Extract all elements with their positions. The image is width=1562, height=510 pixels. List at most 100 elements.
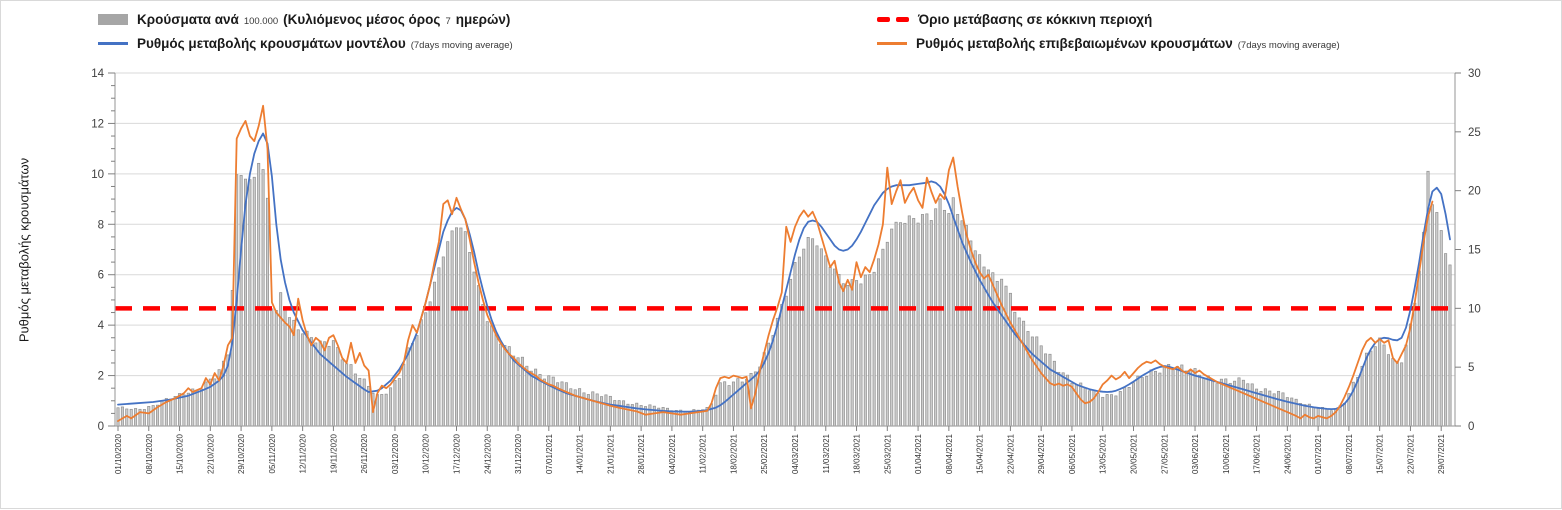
bar <box>797 256 801 427</box>
bar <box>1171 369 1175 427</box>
bar <box>1369 350 1373 427</box>
bar <box>714 394 718 427</box>
bar <box>498 343 502 427</box>
bar <box>1088 390 1092 427</box>
bar <box>1118 391 1122 427</box>
bar <box>811 238 815 427</box>
bar <box>1422 231 1426 427</box>
bar <box>1127 387 1131 427</box>
bar <box>389 387 393 427</box>
x-tick-label: 22/07/2021 <box>1406 433 1415 474</box>
bar <box>116 407 120 427</box>
confirmed-line-path <box>117 104 1434 422</box>
bar <box>494 333 498 427</box>
bar <box>411 343 415 427</box>
bar <box>1360 365 1364 427</box>
x-tick-label: 20/05/2021 <box>1129 433 1138 474</box>
bar <box>446 241 450 427</box>
bar <box>349 364 353 427</box>
bar <box>1448 264 1452 427</box>
bar <box>828 266 832 427</box>
bar <box>393 380 397 427</box>
x-tick-label: 11/02/2021 <box>699 433 708 473</box>
bar <box>296 329 300 427</box>
x-tick-label: 05/11/2020 <box>268 433 277 473</box>
bar <box>529 370 533 427</box>
bar <box>314 342 318 427</box>
bar <box>397 378 401 427</box>
legend-text: 100.000 <box>243 15 279 27</box>
bar <box>345 363 349 427</box>
x-tick-label: 29/04/2021 <box>1037 433 1046 474</box>
bar <box>1022 320 1026 427</box>
bar <box>265 197 269 427</box>
x-tick-label: 08/07/2021 <box>1345 433 1354 474</box>
bar <box>270 308 274 427</box>
bar <box>481 304 485 427</box>
legend-text: 7 <box>445 15 451 27</box>
bar <box>485 321 489 427</box>
bar <box>793 262 797 427</box>
bar <box>995 281 999 427</box>
bar <box>1417 270 1421 427</box>
bar <box>362 378 366 427</box>
bar <box>622 400 626 427</box>
bar <box>1391 358 1395 427</box>
bars-swatch-icon <box>98 13 128 25</box>
y-right-tick-label: 25 <box>1468 127 1481 139</box>
x-tick-label: 15/10/2020 <box>176 433 185 474</box>
x-tick-label: 04/03/2021 <box>791 433 800 474</box>
bar <box>736 378 740 427</box>
bar <box>450 230 454 427</box>
bar <box>424 312 428 427</box>
bar <box>1259 391 1263 427</box>
bar <box>1219 378 1223 427</box>
bar <box>916 222 920 427</box>
bar <box>323 341 327 427</box>
bar <box>257 162 261 427</box>
bar <box>1193 368 1197 427</box>
bar <box>252 176 256 427</box>
bar <box>1241 379 1245 427</box>
bar <box>679 409 683 427</box>
bar <box>287 317 291 427</box>
y-right-tick-label: 5 <box>1468 362 1474 374</box>
bar <box>441 256 445 427</box>
legend-left-column: Κρούσματα ανά 100.000 (Κυλιόμενος μέσος … <box>98 7 513 55</box>
bar <box>872 271 876 427</box>
bar <box>1373 346 1377 427</box>
bar <box>833 268 837 427</box>
bar <box>182 394 186 427</box>
bar <box>1066 374 1070 427</box>
bar <box>186 392 190 427</box>
legend-label-cases: Κρούσματα ανά 100.000 (Κυλιόμενος μέσος … <box>137 12 510 27</box>
x-tick-label: 01/04/2021 <box>914 433 923 474</box>
x-tick-label: 04/02/2021 <box>668 433 677 474</box>
legend-item-confirmed-line: Ρυθμός μεταβολής επιβεβαιωμένων κρουσμάτ… <box>877 31 1340 55</box>
x-tick-label: 18/03/2021 <box>853 433 862 474</box>
x-tick-label: 31/12/2020 <box>514 433 523 474</box>
bar <box>1263 388 1267 427</box>
bar <box>925 213 929 427</box>
bar <box>608 395 612 427</box>
bar <box>1395 361 1399 427</box>
bar <box>771 335 775 427</box>
bar <box>1342 402 1346 427</box>
bar <box>1079 382 1083 427</box>
x-tick-label: 24/12/2020 <box>483 433 492 474</box>
legend-label-threshold: Όριο μετάβασης σε κόκκινη περιοχή <box>918 12 1152 27</box>
bar <box>1435 212 1439 427</box>
legend-label-confirmed: Ρυθμός μεταβολής επιβεβαιωμένων κρουσμάτ… <box>916 36 1340 51</box>
bar <box>1197 374 1201 427</box>
y-right-tick-label: 30 <box>1468 68 1481 80</box>
bar <box>1017 317 1021 427</box>
bar <box>903 222 907 427</box>
bar <box>723 381 727 427</box>
bar <box>428 301 432 427</box>
x-tick-label: 13/05/2021 <box>1099 433 1108 474</box>
x-tick-label: 28/01/2021 <box>637 433 646 474</box>
threshold-swatch-icon <box>877 16 909 22</box>
bar <box>775 317 779 427</box>
x-tick-label: 21/01/2021 <box>606 433 615 474</box>
